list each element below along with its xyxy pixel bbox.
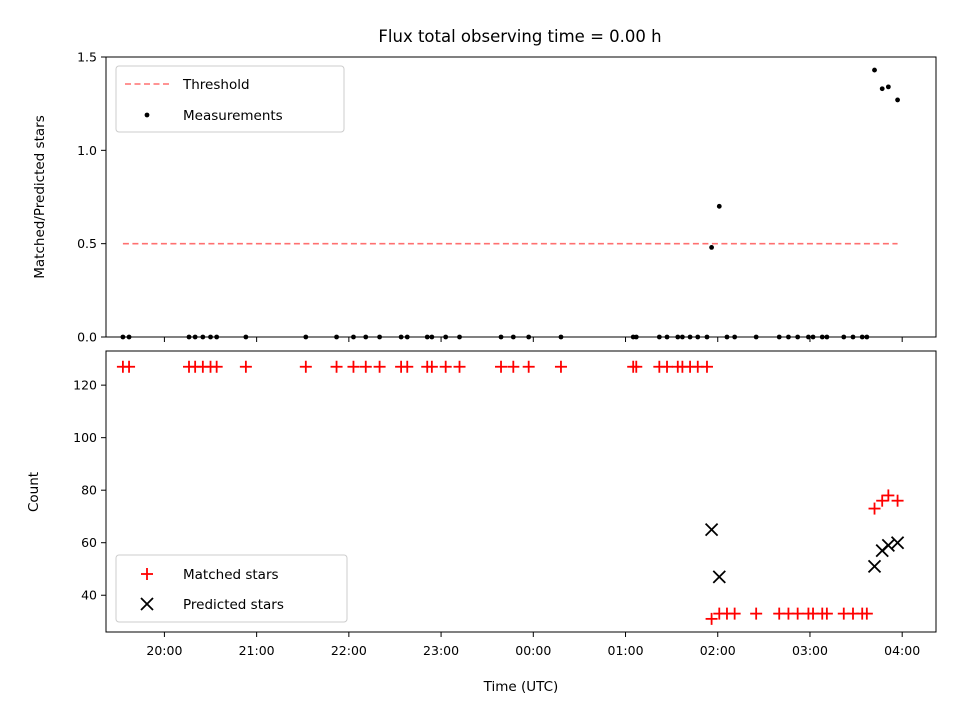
- matched-star-point: [507, 360, 520, 373]
- count-y-tick-label: 80: [81, 483, 97, 498]
- count-x-axis: 20:00 21:00 22:00 23:00 00:00 01:00 02:00 03:00…: [146, 632, 920, 658]
- measurement-point: [885, 84, 891, 90]
- count-x-tick-label: 01:00: [608, 643, 644, 658]
- ratio-y-tick-label: 1.0: [77, 143, 97, 158]
- matched-star-point: [439, 360, 452, 373]
- matched-star-point: [401, 360, 414, 373]
- matched-star-point: [891, 494, 904, 507]
- predicted-star-point: [881, 538, 895, 552]
- count-y-tick-label: 120: [73, 378, 97, 393]
- matched-star-point: [876, 494, 889, 507]
- count-x-tick-label: 23:00: [423, 643, 459, 658]
- measurement-point: [895, 97, 900, 103]
- matched-star-point: [239, 360, 252, 373]
- count-panel: 40 60 80 100 120 20:00 21:00 22:00 23:00 00:00 01…: [26, 350, 937, 695]
- count-y-tick-label: 40: [81, 588, 97, 603]
- ratio-plot-frame: [105, 56, 937, 338]
- matched-star-point: [425, 360, 438, 373]
- matched-star-point: [123, 360, 136, 373]
- measurements-legend-swatch: [144, 112, 150, 118]
- matched-star-point: [705, 612, 718, 625]
- count-y-axis-label: Count: [26, 472, 42, 512]
- matched-star-point: [210, 360, 223, 373]
- matched-star-point: [554, 360, 567, 373]
- count-y-axis: 40 60 80 100 120: [73, 378, 106, 603]
- matched-star-point: [868, 502, 881, 515]
- matched-star-point: [522, 360, 535, 373]
- count-y-tick-label: 60: [81, 535, 97, 550]
- matched-star-point: [347, 360, 360, 373]
- matched-star-point: [495, 360, 508, 373]
- count-legend: Matched stars Predicted stars: [115, 554, 348, 623]
- matched-legend-swatch: [141, 568, 153, 580]
- count-x-tick-label: 03:00: [792, 643, 828, 658]
- ratio-legend: Threshold Measurements: [115, 65, 345, 133]
- matched-star-point: [630, 360, 643, 373]
- matched-star-point: [750, 607, 763, 620]
- count-y-tick-label: 100: [73, 430, 97, 445]
- predicted-star-point: [867, 559, 882, 573]
- measurement-point: [879, 86, 885, 92]
- chart-title: Flux total observing time = 0.00 h: [378, 27, 661, 46]
- matched-star-point: [820, 607, 833, 620]
- count-x-tick-label: 20:00: [146, 643, 182, 658]
- matched-star-point: [728, 607, 741, 620]
- matched-star-point: [453, 360, 466, 373]
- measurement-point: [709, 245, 714, 250]
- x-axis-label: Time (UTC): [483, 679, 559, 695]
- predicted-star-point: [890, 536, 905, 550]
- ratio-y-axis: 0.0 0.5 1.0 1.5: [77, 50, 106, 345]
- count-x-tick-label: 21:00: [239, 643, 275, 658]
- matched-star-point: [860, 607, 873, 620]
- ratio-y-tick-label: 0.0: [77, 330, 97, 345]
- ratio-x-axis: [163, 337, 903, 342]
- matched-star-point: [661, 360, 674, 373]
- matched-star-point: [330, 360, 343, 373]
- count-marks: [116, 360, 905, 625]
- measurement-point: [872, 67, 877, 73]
- measurement-point: [716, 203, 722, 209]
- ratio-legend-box: [115, 65, 345, 133]
- measurements-legend-label: Measurements: [183, 108, 283, 124]
- ratio-panel: Flux total observing time = 0.00 h 0.00.…: [32, 27, 937, 345]
- count-x-tick-label: 22:00: [331, 643, 367, 658]
- matched-legend-label: Matched stars: [183, 567, 279, 583]
- count-plot-frame: [105, 350, 937, 633]
- ratio-y-tick-label: 1.5: [77, 50, 97, 65]
- matched-star-point: [882, 489, 895, 502]
- matched-star-point: [299, 360, 312, 373]
- count-legend-box: [115, 554, 348, 623]
- count-x-tick-label: 04:00: [884, 643, 920, 658]
- matched-star-point: [700, 360, 713, 373]
- count-x-tick-label: 00:00: [515, 643, 551, 658]
- ratio-y-axis-label: Matched/Predicted stars: [32, 115, 48, 278]
- matched-star-point: [359, 360, 372, 373]
- threshold-legend-label: Threshold: [182, 77, 250, 93]
- ratio-y-tick-label: 0.5: [77, 236, 97, 251]
- matched-star-point: [373, 360, 386, 373]
- predicted-star-point: [712, 570, 726, 584]
- count-x-tick-label: 02:00: [700, 643, 736, 658]
- predicted-legend-swatch: [140, 597, 154, 611]
- matched-star-point: [791, 607, 804, 620]
- predicted-legend-label: Predicted stars: [183, 597, 284, 613]
- predicted-star-point: [704, 522, 719, 537]
